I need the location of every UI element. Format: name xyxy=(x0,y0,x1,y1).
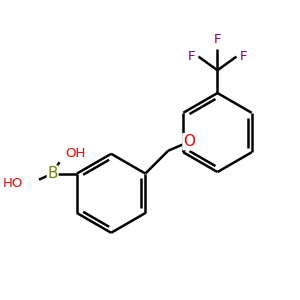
Text: O: O xyxy=(183,134,195,149)
Text: F: F xyxy=(239,50,247,63)
Text: OH: OH xyxy=(66,146,86,160)
Text: B: B xyxy=(47,166,58,181)
Text: HO: HO xyxy=(3,177,23,190)
Text: F: F xyxy=(188,50,196,63)
Text: F: F xyxy=(214,33,221,46)
